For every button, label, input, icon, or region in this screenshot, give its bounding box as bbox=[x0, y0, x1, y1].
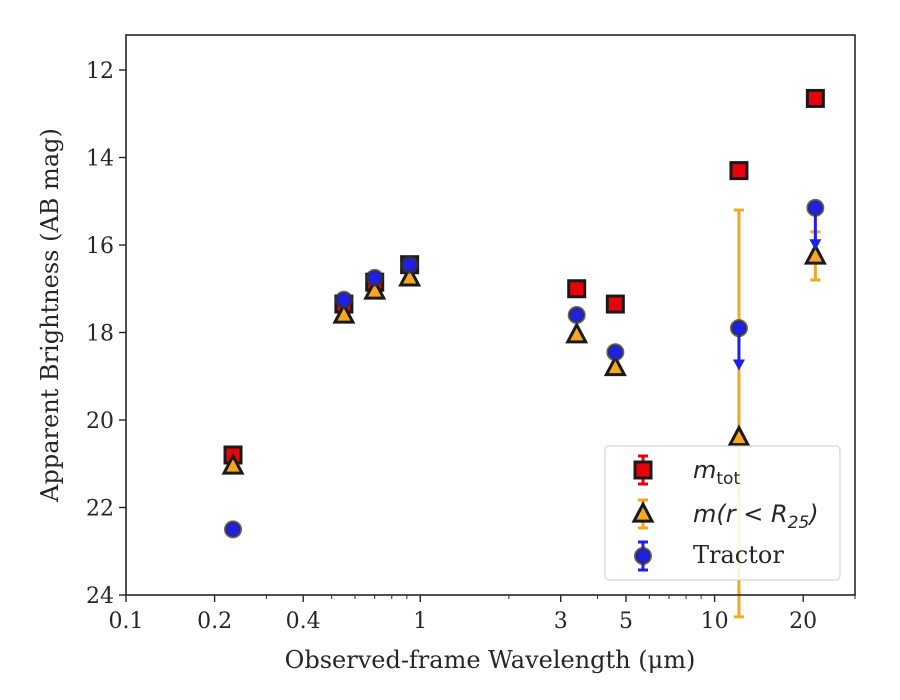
limit-arrow-head bbox=[809, 239, 822, 251]
x-tick-label: 0.2 bbox=[197, 609, 232, 634]
point-tractor bbox=[224, 520, 243, 539]
limit-arrow-head bbox=[732, 359, 745, 371]
point-mr25 bbox=[221, 452, 245, 475]
x-tick-label: 5 bbox=[619, 609, 633, 634]
axis-ticks: 0.1 0.2 0.4 1 3 5 10 20 12 14 16 18 20 22 24 bbox=[86, 59, 856, 634]
x-tick-label: 3 bbox=[554, 609, 568, 634]
point-mtot bbox=[729, 161, 749, 181]
point-tractor bbox=[729, 319, 748, 338]
point-tractor bbox=[567, 306, 586, 324]
y-axis-label: Apparent Brightness (AB mag) bbox=[36, 128, 64, 503]
point-tractor bbox=[606, 343, 625, 362]
y-tick-label: 24 bbox=[86, 584, 114, 609]
legend-marker-mtot bbox=[633, 460, 653, 480]
y-tick-label: 14 bbox=[86, 147, 114, 172]
x-tick-label: 10 bbox=[701, 609, 729, 634]
y-tick-label: 22 bbox=[86, 497, 114, 522]
point-mr25 bbox=[727, 424, 751, 447]
point-mr25 bbox=[565, 321, 589, 344]
point-tractor bbox=[806, 198, 825, 217]
point-mtot bbox=[805, 88, 825, 108]
point-tractor bbox=[334, 290, 353, 309]
series-tractor bbox=[224, 198, 825, 539]
point-mr25 bbox=[398, 264, 422, 287]
y-tick-label: 20 bbox=[86, 409, 114, 434]
legend-marker-tractor bbox=[634, 547, 652, 565]
legend-box bbox=[604, 445, 841, 581]
point-tractor bbox=[400, 255, 419, 274]
data-series bbox=[221, 88, 827, 619]
y-tick-label: 12 bbox=[86, 59, 114, 84]
legend-markers bbox=[631, 454, 655, 572]
plot-frame bbox=[125, 34, 856, 596]
x-axis-label: Observed-frame Wavelength (μm) bbox=[285, 646, 696, 674]
legend-label-mtot: mtot bbox=[693, 456, 740, 489]
x-tick-label: 0.4 bbox=[286, 609, 321, 634]
point-tractor bbox=[365, 268, 384, 287]
point-mtot bbox=[567, 279, 587, 299]
point-mr25 bbox=[363, 277, 387, 300]
x-tick-label: 0.1 bbox=[109, 609, 144, 634]
point-mr25 bbox=[332, 301, 356, 324]
legend-label-tractor: Tractor bbox=[693, 541, 784, 569]
point-mr25 bbox=[803, 242, 827, 265]
x-tick-label: 1 bbox=[413, 609, 427, 634]
legend: mtot m(r < R25) Tractor bbox=[604, 445, 841, 581]
legend-label-mr25: m(r < R25) bbox=[693, 500, 819, 533]
y-tick-label: 16 bbox=[86, 234, 114, 259]
legend-marker-mr25 bbox=[631, 500, 655, 523]
y-tick-label: 18 bbox=[86, 322, 114, 347]
point-mtot bbox=[605, 294, 625, 314]
x-tick-label: 20 bbox=[789, 609, 817, 634]
point-mr25 bbox=[603, 354, 627, 377]
